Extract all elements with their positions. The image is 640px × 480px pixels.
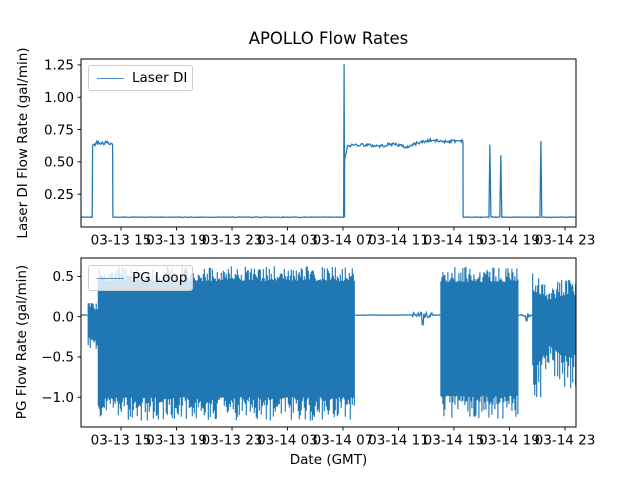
- x-tick-label: 03-14 15: [424, 233, 485, 249]
- x-tick-label: 03-14 03: [257, 233, 318, 249]
- legend-label: Laser DI: [132, 70, 188, 86]
- x-axis-label: Date (GMT): [289, 452, 368, 468]
- x-tick-label: 03-14 15: [424, 433, 485, 449]
- x-tick-label: 03-14 07: [313, 433, 374, 449]
- laser-di-y-axis-label: Laser DI Flow Rate (gal/min): [15, 47, 31, 239]
- chart-title: APOLLO Flow Rates: [248, 29, 409, 48]
- axes-frame: [80, 257, 577, 428]
- x-tick-label: 03-13 15: [91, 433, 152, 449]
- x-tick-label: 03-13 19: [146, 233, 207, 249]
- x-tick-label: 03-14 03: [257, 433, 318, 449]
- y-tick-label: −0.5: [41, 350, 74, 366]
- x-tick-label: 03-13 19: [146, 433, 207, 449]
- legend-label: PG Loop: [132, 270, 188, 286]
- x-tick-label: 03-14 07: [313, 233, 374, 249]
- x-tick-label: 03-14 11: [368, 233, 429, 249]
- legend-line-sample-icon: [97, 277, 124, 279]
- x-tick-label: 03-13 15: [91, 233, 152, 249]
- y-tick-label: 1.00: [44, 90, 74, 106]
- laser_di-series-line: [81, 64, 576, 220]
- x-tick-label: 03-13 23: [202, 433, 263, 449]
- x-tick-label: 03-14 11: [368, 433, 429, 449]
- pg_loop-series-noise: [87, 266, 576, 421]
- y-tick-label: −1.0: [41, 390, 74, 406]
- y-tick-label: 0.5: [53, 269, 74, 285]
- axes-frame: [80, 58, 577, 228]
- y-tick-label: 0.50: [44, 155, 74, 171]
- legend-line-sample-icon: [97, 77, 124, 79]
- legend-pg-loop: PG Loop: [88, 265, 193, 291]
- x-tick-label: 03-14 19: [479, 233, 540, 249]
- x-tick-label: 03-14 23: [535, 233, 596, 249]
- y-tick-label: 0.0: [53, 309, 74, 325]
- legend-laser-di: Laser DI: [88, 65, 193, 91]
- y-tick-label: 0.75: [44, 122, 74, 138]
- x-tick-label: 03-14 23: [535, 433, 596, 449]
- x-tick-label: 03-14 19: [479, 433, 540, 449]
- pg_loop-series-line: [81, 310, 533, 326]
- x-tick-label: 03-13 23: [202, 233, 263, 249]
- pg-y-axis-label: PG Flow Rate (gal/min): [14, 264, 30, 420]
- y-tick-label: 0.25: [44, 187, 74, 203]
- y-tick-label: 1.25: [44, 58, 74, 74]
